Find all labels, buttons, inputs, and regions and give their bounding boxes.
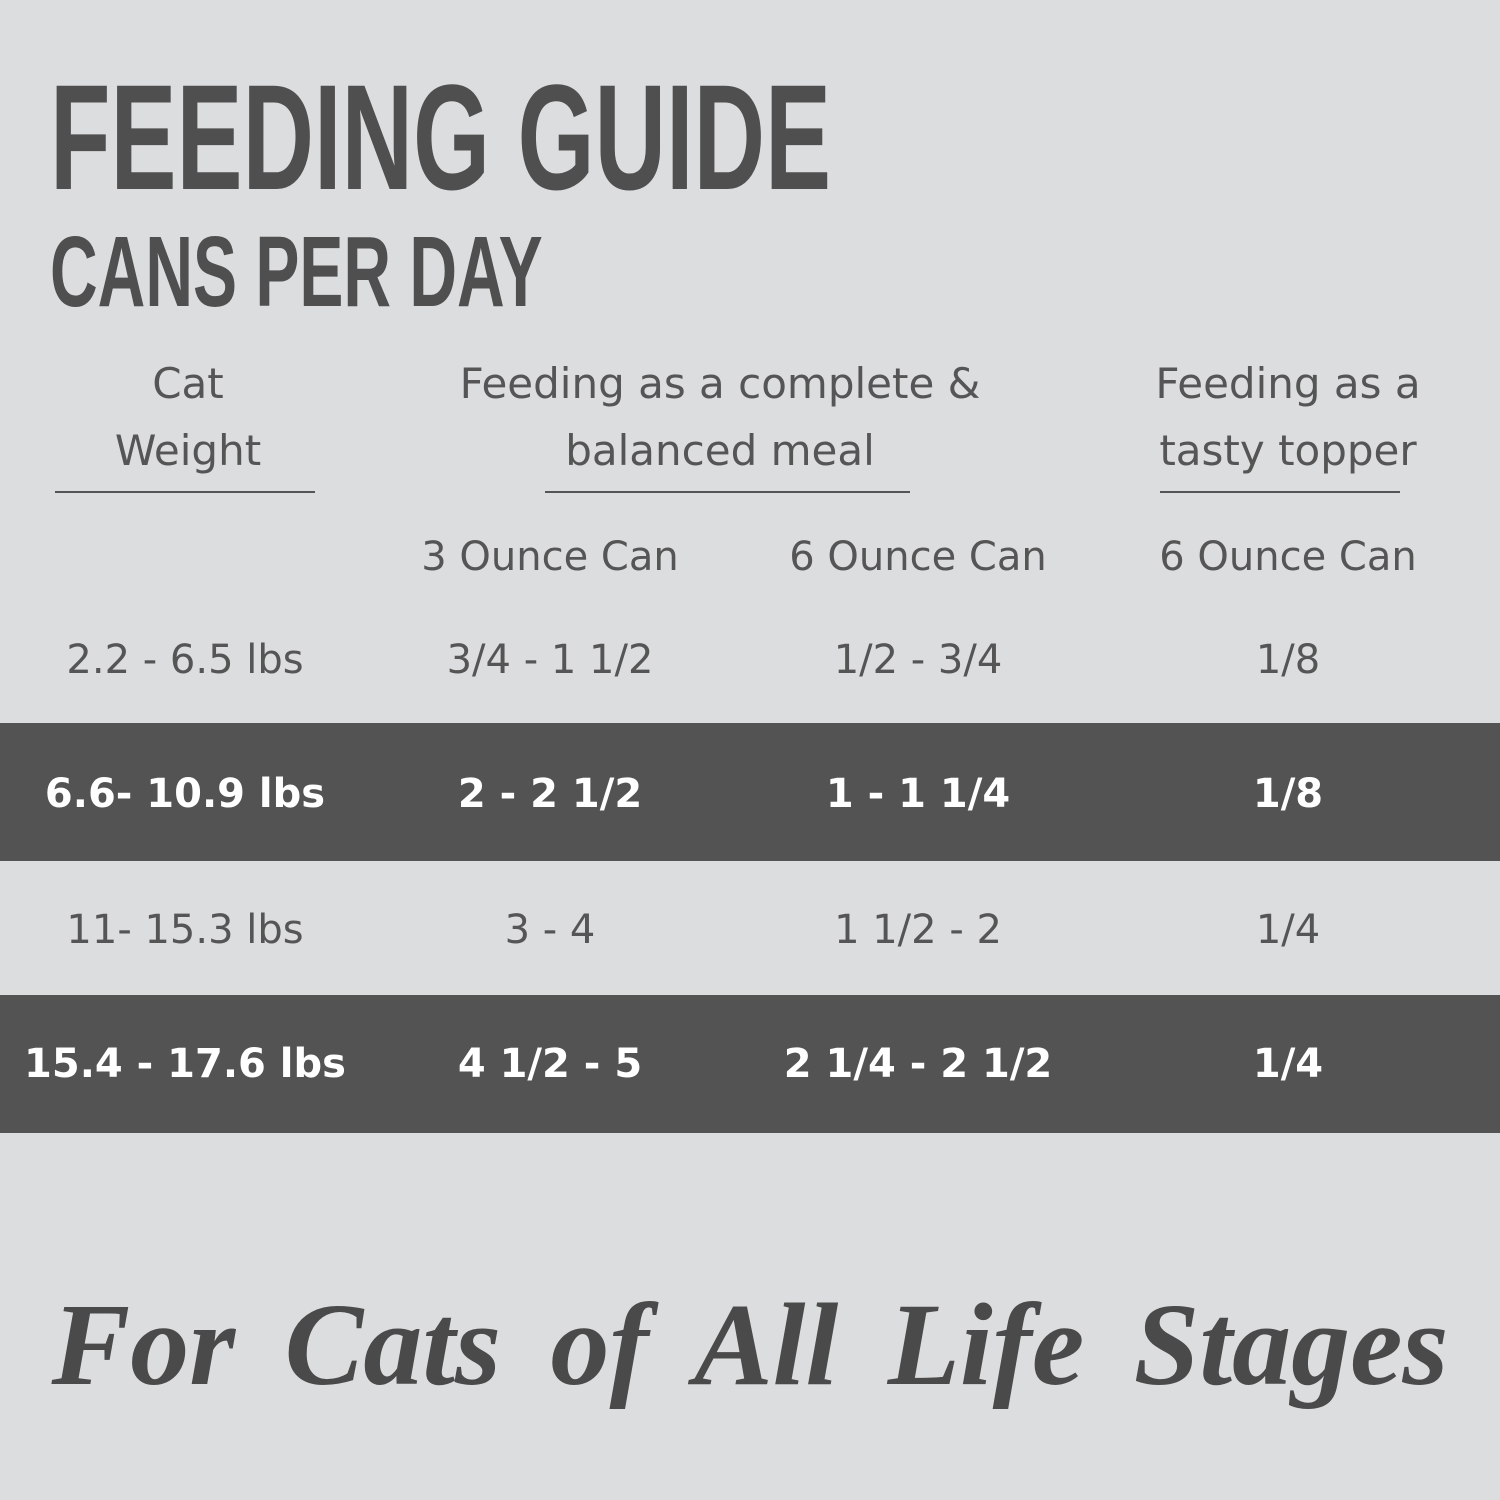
table-cell: 1/4 [1252, 1041, 1324, 1087]
table-cell: 2 1/4 - 2 1/2 [783, 1041, 1053, 1087]
table-cell: 3/4 - 1 1/2 [446, 637, 654, 683]
table-cell: 15.4 - 17.6 lbs [24, 1041, 346, 1087]
group-header: Feeding as a complete & balanced meal [460, 350, 981, 484]
table-cell: 1/2 - 3/4 [833, 637, 1003, 683]
table-cell: 1 1/2 - 2 [834, 907, 1002, 953]
sub-header: 6 Ounce Can [1159, 534, 1417, 580]
table-cell: 6.6- 10.9 lbs [44, 771, 326, 817]
table-cell: 1/4 [1255, 907, 1321, 953]
subtitle: CANS PER DAY [50, 216, 543, 328]
sub-header: 6 Ounce Can [789, 534, 1047, 580]
row-band [0, 995, 1500, 1133]
row-band [0, 723, 1500, 861]
table-cell: 4 1/2 - 5 [457, 1041, 643, 1087]
header-line: Feeding as a complete & [459, 359, 981, 408]
header-rule [55, 491, 315, 493]
table-cell: 1/8 [1252, 771, 1324, 817]
group-header: Feeding as a tasty topper [1155, 350, 1420, 484]
header-line: Feeding as a [1155, 359, 1421, 408]
header-line: balanced meal [565, 426, 875, 475]
table-cell: 2 - 2 1/2 [457, 771, 643, 817]
sub-header: 3 Ounce Can [421, 534, 679, 580]
header-rule [545, 491, 910, 493]
tagline: For Cats of All Life Stages [51, 1279, 1449, 1410]
table-cell: 3 - 4 [504, 907, 596, 953]
table-cell: 1/8 [1255, 637, 1321, 683]
table-cell: 1 - 1 1/4 [825, 771, 1011, 817]
header-line: tasty topper [1159, 426, 1417, 475]
group-header: Cat Weight [115, 350, 261, 484]
header-line: Cat [152, 359, 224, 408]
header-line: Weight [114, 426, 262, 475]
title: FEEDING GUIDE [50, 53, 832, 221]
table-cell: 2.2 - 6.5 lbs [66, 637, 304, 683]
table-cell: 11- 15.3 lbs [66, 907, 304, 953]
header-rule [1160, 491, 1400, 493]
